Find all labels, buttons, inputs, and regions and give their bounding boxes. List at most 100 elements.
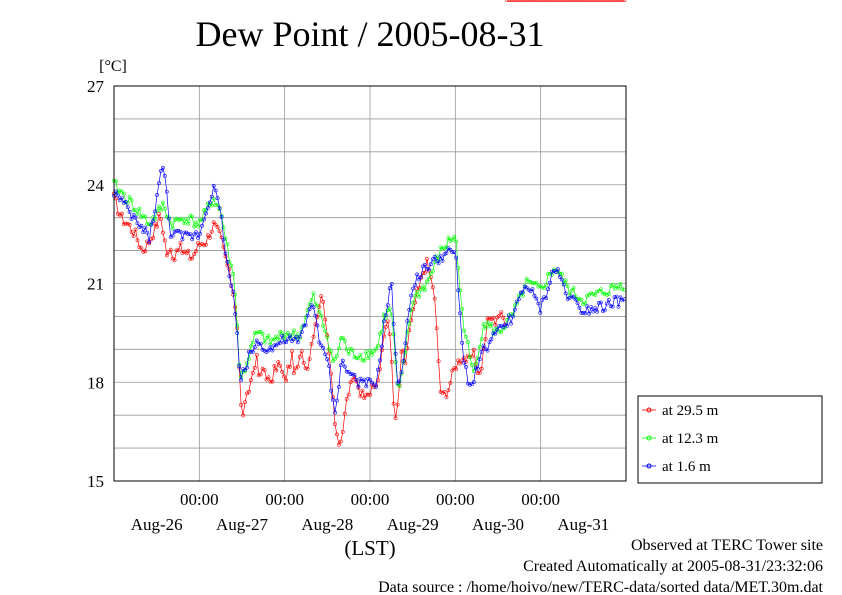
series-layer bbox=[112, 0, 627, 447]
data-point bbox=[158, 208, 163, 213]
data-point bbox=[544, 0, 549, 2]
data-point bbox=[231, 272, 236, 277]
day-label: Aug-28 bbox=[301, 515, 353, 534]
data-point bbox=[231, 289, 236, 294]
data-point bbox=[577, 305, 582, 310]
data-point bbox=[229, 263, 234, 268]
data-point bbox=[411, 300, 416, 305]
data-point bbox=[448, 380, 453, 385]
data-point bbox=[221, 225, 226, 230]
data-point bbox=[190, 214, 195, 219]
data-point bbox=[593, 306, 598, 311]
data-point bbox=[246, 356, 251, 361]
data-point bbox=[258, 372, 263, 377]
data-point bbox=[559, 271, 564, 276]
data-point bbox=[254, 338, 259, 343]
data-point bbox=[606, 0, 611, 2]
data-point bbox=[464, 334, 468, 339]
data-point bbox=[546, 0, 550, 2]
data-point bbox=[385, 303, 390, 308]
data-point bbox=[252, 345, 257, 350]
data-point bbox=[135, 238, 140, 243]
data-point bbox=[458, 361, 463, 366]
data-point bbox=[203, 242, 208, 247]
data-point bbox=[313, 313, 318, 318]
data-point bbox=[591, 0, 595, 2]
data-point bbox=[516, 297, 521, 302]
data-point bbox=[599, 287, 603, 292]
data-point bbox=[131, 213, 136, 217]
data-point bbox=[606, 298, 611, 302]
x-axis-label: (LST) bbox=[344, 536, 395, 560]
data-point bbox=[272, 363, 277, 368]
data-point bbox=[483, 326, 488, 331]
data-point bbox=[591, 309, 596, 314]
data-point bbox=[528, 289, 533, 294]
data-point bbox=[311, 305, 316, 310]
data-point bbox=[593, 293, 598, 298]
data-point bbox=[295, 340, 300, 345]
data-point bbox=[127, 209, 132, 214]
data-point bbox=[507, 313, 511, 318]
data-point bbox=[266, 333, 271, 338]
axis-tick-labels: 00:00 00:00 00:00 00:00 00:00 Aug-26 Aug-27 Aug… bbox=[87, 77, 609, 534]
legend-label: at 29.5 m bbox=[662, 403, 719, 419]
series-3 bbox=[112, 165, 627, 415]
data-point bbox=[577, 297, 582, 301]
data-point bbox=[280, 333, 285, 338]
data-point bbox=[358, 352, 363, 357]
data-point bbox=[387, 332, 392, 337]
legend-marker bbox=[646, 407, 652, 413]
data-point bbox=[489, 337, 494, 342]
data-point bbox=[258, 341, 263, 346]
data-point bbox=[552, 268, 556, 273]
data-point bbox=[227, 274, 232, 279]
data-point bbox=[340, 335, 345, 340]
data-point bbox=[516, 0, 521, 2]
data-point bbox=[602, 291, 607, 296]
data-point bbox=[256, 342, 261, 347]
legend-label: at 12.3 m bbox=[662, 431, 719, 447]
data-point bbox=[405, 319, 410, 323]
data-point bbox=[174, 229, 179, 233]
data-point bbox=[213, 203, 218, 208]
data-point bbox=[278, 340, 283, 345]
data-point bbox=[137, 206, 142, 211]
data-point bbox=[454, 367, 459, 372]
data-point bbox=[360, 388, 365, 393]
data-point bbox=[559, 0, 564, 2]
chart-title: Dew Point / 2005-08-31 bbox=[196, 14, 545, 54]
data-point bbox=[307, 302, 312, 307]
data-point bbox=[597, 0, 601, 2]
data-point bbox=[565, 284, 570, 289]
data-point bbox=[340, 358, 345, 363]
data-point bbox=[297, 334, 302, 339]
data-point bbox=[368, 377, 373, 382]
data-point bbox=[164, 253, 169, 258]
day-label: Aug-27 bbox=[216, 515, 268, 534]
y-tick-label: 15 bbox=[87, 472, 104, 491]
data-point bbox=[299, 349, 304, 354]
data-point bbox=[446, 235, 451, 240]
data-point bbox=[524, 0, 529, 2]
data-point bbox=[518, 0, 523, 2]
data-point bbox=[589, 305, 594, 310]
x-tick-label: 00:00 bbox=[180, 490, 219, 509]
data-point bbox=[432, 296, 437, 301]
data-point bbox=[583, 0, 588, 2]
data-point bbox=[327, 364, 332, 369]
data-point bbox=[391, 321, 396, 326]
data-point bbox=[620, 298, 625, 303]
data-point bbox=[489, 321, 494, 326]
data-point bbox=[438, 254, 443, 259]
data-point bbox=[192, 224, 197, 229]
data-point bbox=[389, 281, 394, 286]
data-point bbox=[618, 0, 623, 2]
data-point bbox=[563, 0, 568, 2]
data-point bbox=[305, 366, 310, 371]
data-point bbox=[411, 286, 416, 291]
data-point bbox=[286, 331, 290, 335]
data-point bbox=[215, 196, 220, 201]
data-point bbox=[616, 304, 621, 309]
data-point bbox=[610, 0, 615, 2]
